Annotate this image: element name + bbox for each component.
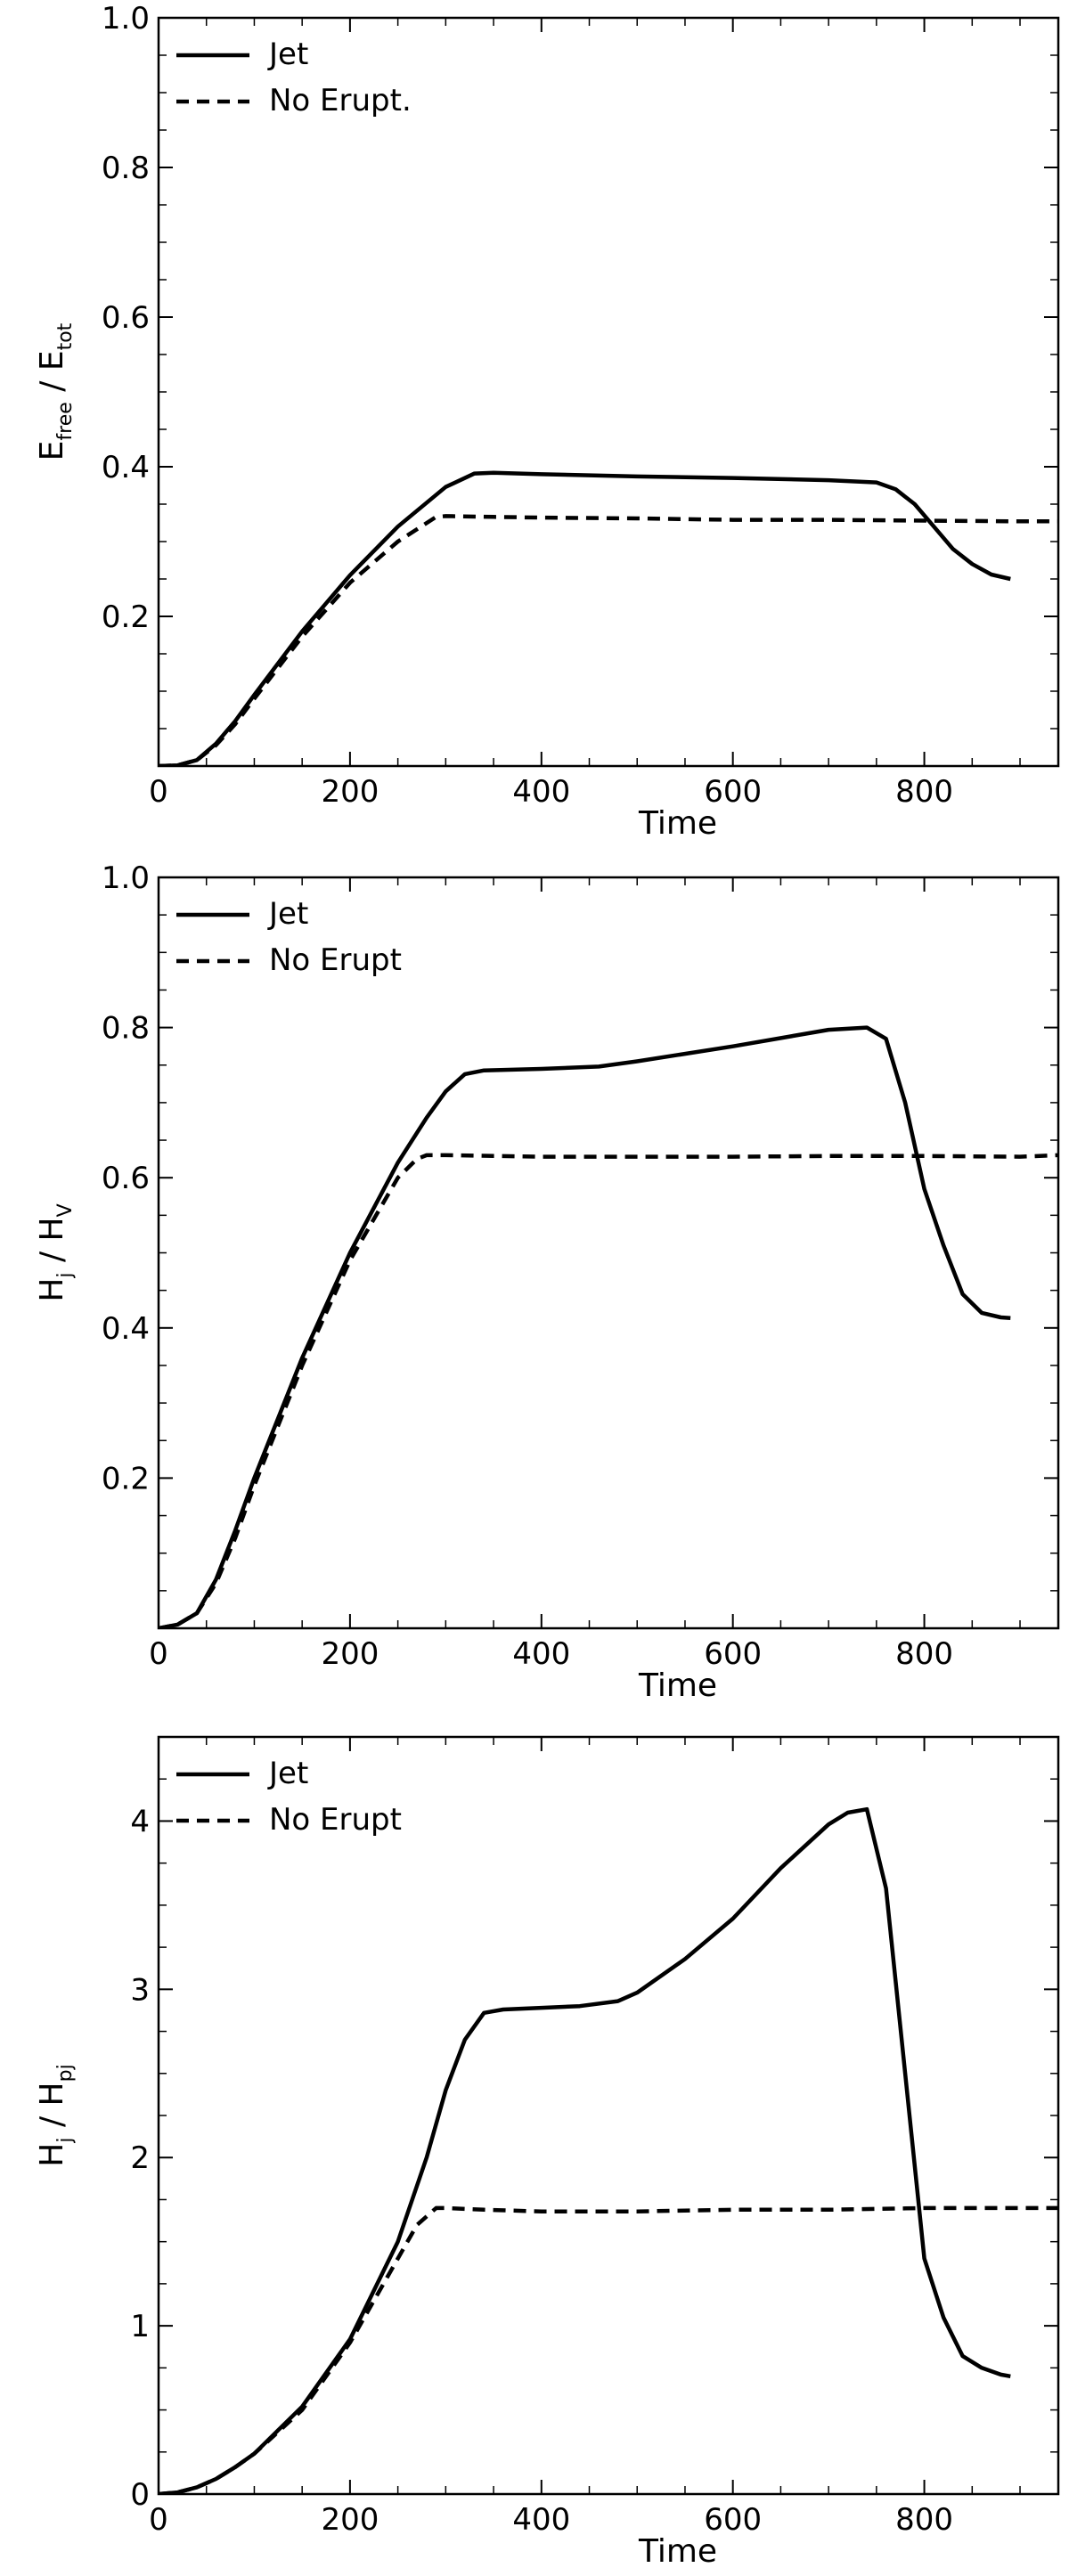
x-tick-label: 800 (895, 2502, 953, 2538)
x-axis-title: Time (638, 805, 717, 842)
chart-panel-3: 0 200 400 600 800 0 1 2 3 4 Time Hj / Hpj Jet No Erup… (34, 1735, 1060, 2570)
series-line-no-erupt (159, 514, 1058, 766)
y-axis-title-part: H (34, 2143, 70, 2167)
legend-label: Jet (267, 896, 308, 932)
x-tick-label: 200 (321, 1636, 379, 1672)
x-tick-label: 0 (149, 2502, 168, 2538)
y-axis-title-part: H (34, 2082, 70, 2106)
plot-frame (157, 1735, 1060, 2496)
y-axis-title-part: / (34, 1241, 70, 1272)
y-axis-title-part: E (34, 350, 70, 371)
y-tick-label: 1 (130, 2309, 150, 2344)
series-line-jet (159, 1806, 1011, 2494)
y-axis-title-part: H (34, 1217, 70, 1241)
x-tick-label: 400 (512, 1636, 570, 1672)
x-tick-label: 800 (895, 774, 953, 810)
y-axis-title-part: / (34, 2106, 70, 2137)
legend-label: No Erupt (269, 942, 402, 978)
y-axis-title: Efree / Etot (34, 322, 77, 461)
legend-label: No Erupt. (269, 83, 412, 118)
legend-label: No Erupt (269, 1802, 402, 1838)
x-tick-label: 600 (704, 774, 762, 810)
chart-panel-1: 0 200 400 600 800 0.2 0.4 0.6 0.8 1.0 Time Efree / … (34, 1, 1060, 842)
y-tick-label: 4 (130, 1804, 150, 1839)
y-axis-title-part: H (34, 1278, 70, 1302)
x-tick-label: 400 (512, 774, 570, 810)
y-axis-title-subscript: j (54, 2137, 77, 2143)
series-line-jet (159, 470, 1011, 766)
x-tick-label: 600 (704, 1636, 762, 1672)
y-axis-title: Hj / HV (34, 1203, 77, 1301)
y-tick-label: 1.0 (102, 860, 150, 896)
legend-label: Jet (267, 37, 308, 72)
y-tick-label: 0.8 (102, 151, 150, 186)
y-tick-label: 1.0 (102, 1, 150, 37)
series-line-jet (159, 1025, 1011, 1628)
x-axis-title: Time (638, 1667, 717, 1704)
y-axis-title-part: E (34, 441, 70, 461)
y-axis-title: Hj / Hpj (34, 2064, 77, 2166)
y-tick-label: 0.4 (102, 450, 150, 485)
x-tick-label: 0 (149, 1636, 168, 1672)
y-tick-label: 0.6 (102, 300, 150, 336)
y-axis-title-subscript: V (54, 1203, 77, 1217)
y-axis-title-subscript: pj (54, 2064, 77, 2082)
y-axis-title-subscript: j (54, 1272, 77, 1278)
plot-frame (157, 16, 1060, 768)
x-axis-title: Time (638, 2533, 717, 2570)
plot-frame (157, 876, 1060, 1630)
y-tick-label: 0.6 (102, 1161, 150, 1196)
y-tick-label: 0.4 (102, 1311, 150, 1347)
y-axis-title-subscript: tot (54, 322, 77, 350)
x-tick-label: 600 (704, 2502, 762, 2538)
y-tick-label: 0 (130, 2477, 150, 2513)
y-axis-title-part: / (34, 371, 70, 402)
x-tick-label: 800 (895, 1636, 953, 1672)
x-tick-label: 200 (321, 2502, 379, 2538)
x-tick-label: 0 (149, 774, 168, 810)
y-tick-label: 2 (130, 2140, 150, 2176)
y-tick-label: 0.2 (102, 599, 150, 635)
series-line-no-erupt (159, 2205, 1058, 2494)
x-tick-label: 400 (512, 2502, 570, 2538)
y-tick-label: 0.2 (102, 1461, 150, 1496)
y-tick-label: 0.8 (102, 1011, 150, 1047)
legend-label: Jet (267, 1756, 308, 1791)
series-line-no-erupt (159, 1153, 1058, 1628)
x-tick-label: 200 (321, 774, 379, 810)
y-tick-label: 3 (130, 1972, 150, 2008)
y-axis-title-subscript: free (54, 402, 77, 440)
